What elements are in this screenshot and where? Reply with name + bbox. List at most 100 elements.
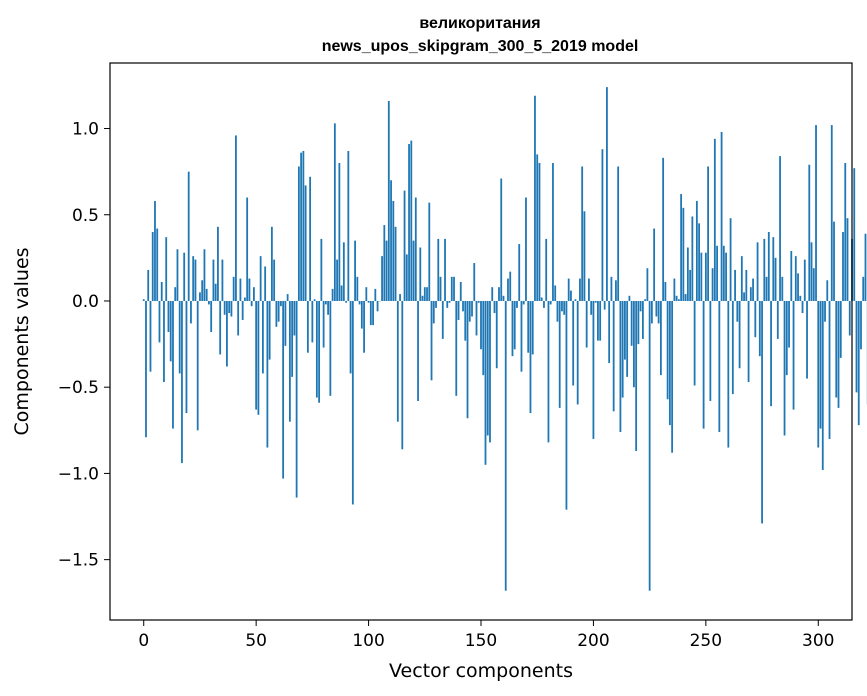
bar — [156, 228, 159, 301]
bar — [772, 237, 775, 301]
bar — [244, 297, 246, 301]
bar — [268, 300, 271, 360]
bar — [331, 288, 334, 301]
bar — [486, 300, 489, 436]
bar — [333, 123, 336, 301]
bar — [259, 256, 262, 301]
bar — [142, 299, 145, 301]
bar — [453, 276, 455, 301]
bar — [459, 282, 462, 301]
bar — [311, 300, 314, 343]
bar — [855, 300, 858, 393]
bar — [691, 216, 694, 301]
bar — [621, 300, 624, 398]
bar — [547, 300, 550, 443]
x-tick-label: 250 — [690, 631, 722, 651]
bar — [817, 300, 820, 448]
bar — [160, 282, 163, 301]
bar — [779, 156, 781, 301]
bar — [507, 278, 509, 301]
bar — [770, 300, 772, 407]
bar — [347, 150, 350, 301]
bar — [745, 269, 748, 301]
bar — [493, 300, 496, 314]
bar — [367, 300, 370, 303]
bar — [700, 252, 703, 301]
bar — [799, 295, 802, 301]
bar — [192, 256, 195, 301]
bar — [489, 300, 491, 443]
bar — [273, 259, 276, 301]
bar — [288, 300, 291, 422]
bar — [689, 269, 692, 301]
bar — [597, 300, 599, 341]
bar — [217, 226, 219, 301]
bar — [450, 276, 453, 301]
bar — [318, 300, 321, 403]
bar — [835, 300, 838, 398]
bar — [246, 197, 249, 301]
bar — [740, 256, 743, 301]
bar — [534, 95, 536, 301]
bar — [619, 300, 622, 433]
bar — [648, 300, 651, 591]
bar — [275, 300, 278, 327]
bar — [509, 271, 512, 301]
bar — [302, 150, 305, 301]
bar — [176, 249, 179, 301]
bar — [412, 240, 415, 301]
bar — [385, 240, 388, 301]
bar — [455, 300, 458, 396]
bar — [253, 287, 255, 301]
bar — [214, 283, 217, 301]
bar — [309, 176, 312, 301]
bar — [354, 240, 356, 301]
bar — [718, 300, 721, 433]
bar — [401, 300, 404, 450]
bar — [646, 268, 649, 301]
bar — [181, 300, 183, 464]
bar — [617, 166, 620, 301]
bar — [414, 197, 417, 301]
bar — [552, 163, 554, 301]
bar — [504, 300, 507, 591]
bar — [446, 300, 449, 308]
bar — [345, 300, 347, 303]
bar — [749, 287, 752, 301]
bar — [340, 285, 343, 301]
bar — [516, 300, 518, 308]
bar — [543, 300, 545, 308]
bar — [342, 242, 345, 301]
bar — [837, 300, 840, 408]
bar — [174, 287, 177, 301]
bar — [466, 300, 469, 419]
bar — [722, 245, 725, 301]
bar — [684, 294, 687, 301]
bar — [286, 294, 289, 301]
bar — [725, 252, 727, 301]
x-tick-label: 100 — [352, 631, 384, 651]
bar — [169, 300, 172, 362]
bar — [210, 300, 213, 333]
bar — [329, 300, 332, 396]
bar — [228, 300, 231, 314]
bar — [664, 282, 667, 301]
bar — [702, 300, 705, 429]
bar — [788, 300, 790, 348]
y-tick-label: 0.5 — [72, 206, 99, 226]
bar — [567, 278, 570, 301]
bar — [293, 300, 296, 336]
bar — [495, 300, 498, 369]
bar — [360, 300, 363, 329]
bar — [448, 300, 451, 303]
bar — [743, 292, 745, 301]
bar — [536, 154, 539, 301]
bar — [266, 300, 269, 448]
bar — [154, 200, 156, 301]
bar — [657, 300, 660, 324]
bar — [145, 300, 147, 438]
bar — [538, 163, 541, 301]
bar — [230, 300, 233, 317]
bar — [473, 263, 476, 301]
